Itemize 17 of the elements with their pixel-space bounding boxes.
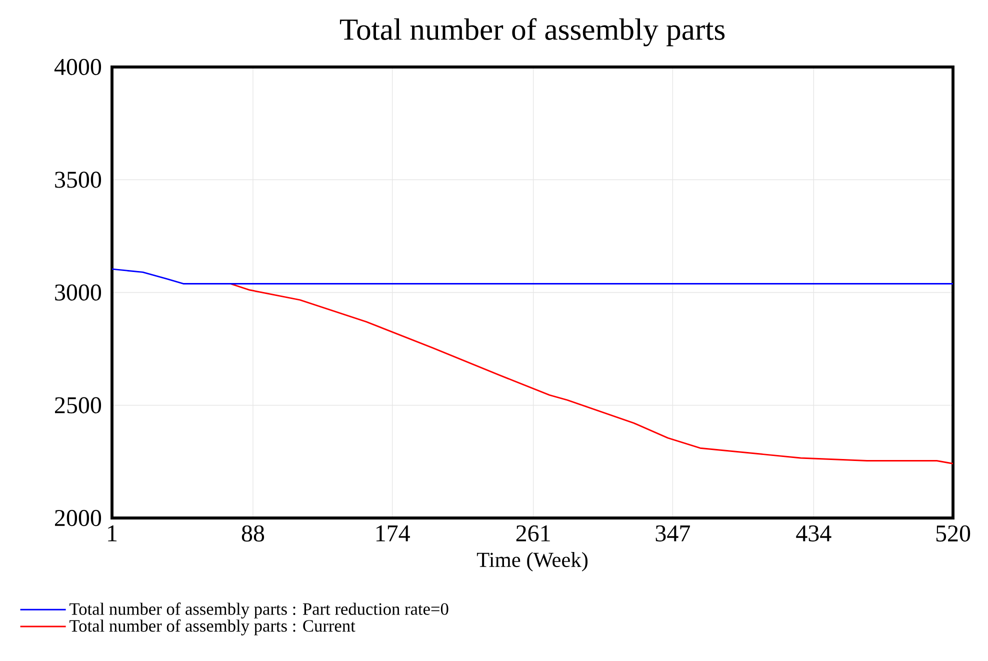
- x-tick-label: 261: [516, 525, 550, 542]
- y-tick-label: 4000: [54, 58, 102, 76]
- y-tick-label: 3500: [55, 172, 102, 188]
- line-series: [112, 268, 954, 284]
- x-tick-label: 1: [108, 525, 117, 542]
- chart-title: Total number of assembly parts: [340, 18, 725, 46]
- x-tick-label: 88: [242, 525, 264, 542]
- x-tick-label: 174: [376, 525, 410, 542]
- legend-label: Total number of assembly parts : Current: [70, 619, 356, 636]
- x-axis-title: Time (Week): [476, 552, 588, 572]
- x-tick-label: 434: [796, 525, 832, 542]
- y-tick-label: 2500: [55, 397, 102, 414]
- legend-label: Total number of assembly parts : Part reduction rate=0: [70, 602, 448, 618]
- y-tick-label: 3000: [55, 284, 102, 301]
- x-tick-label: 347: [656, 525, 690, 542]
- x-tick-label: 520: [936, 525, 970, 542]
- y-tick-label: 2000: [55, 510, 102, 526]
